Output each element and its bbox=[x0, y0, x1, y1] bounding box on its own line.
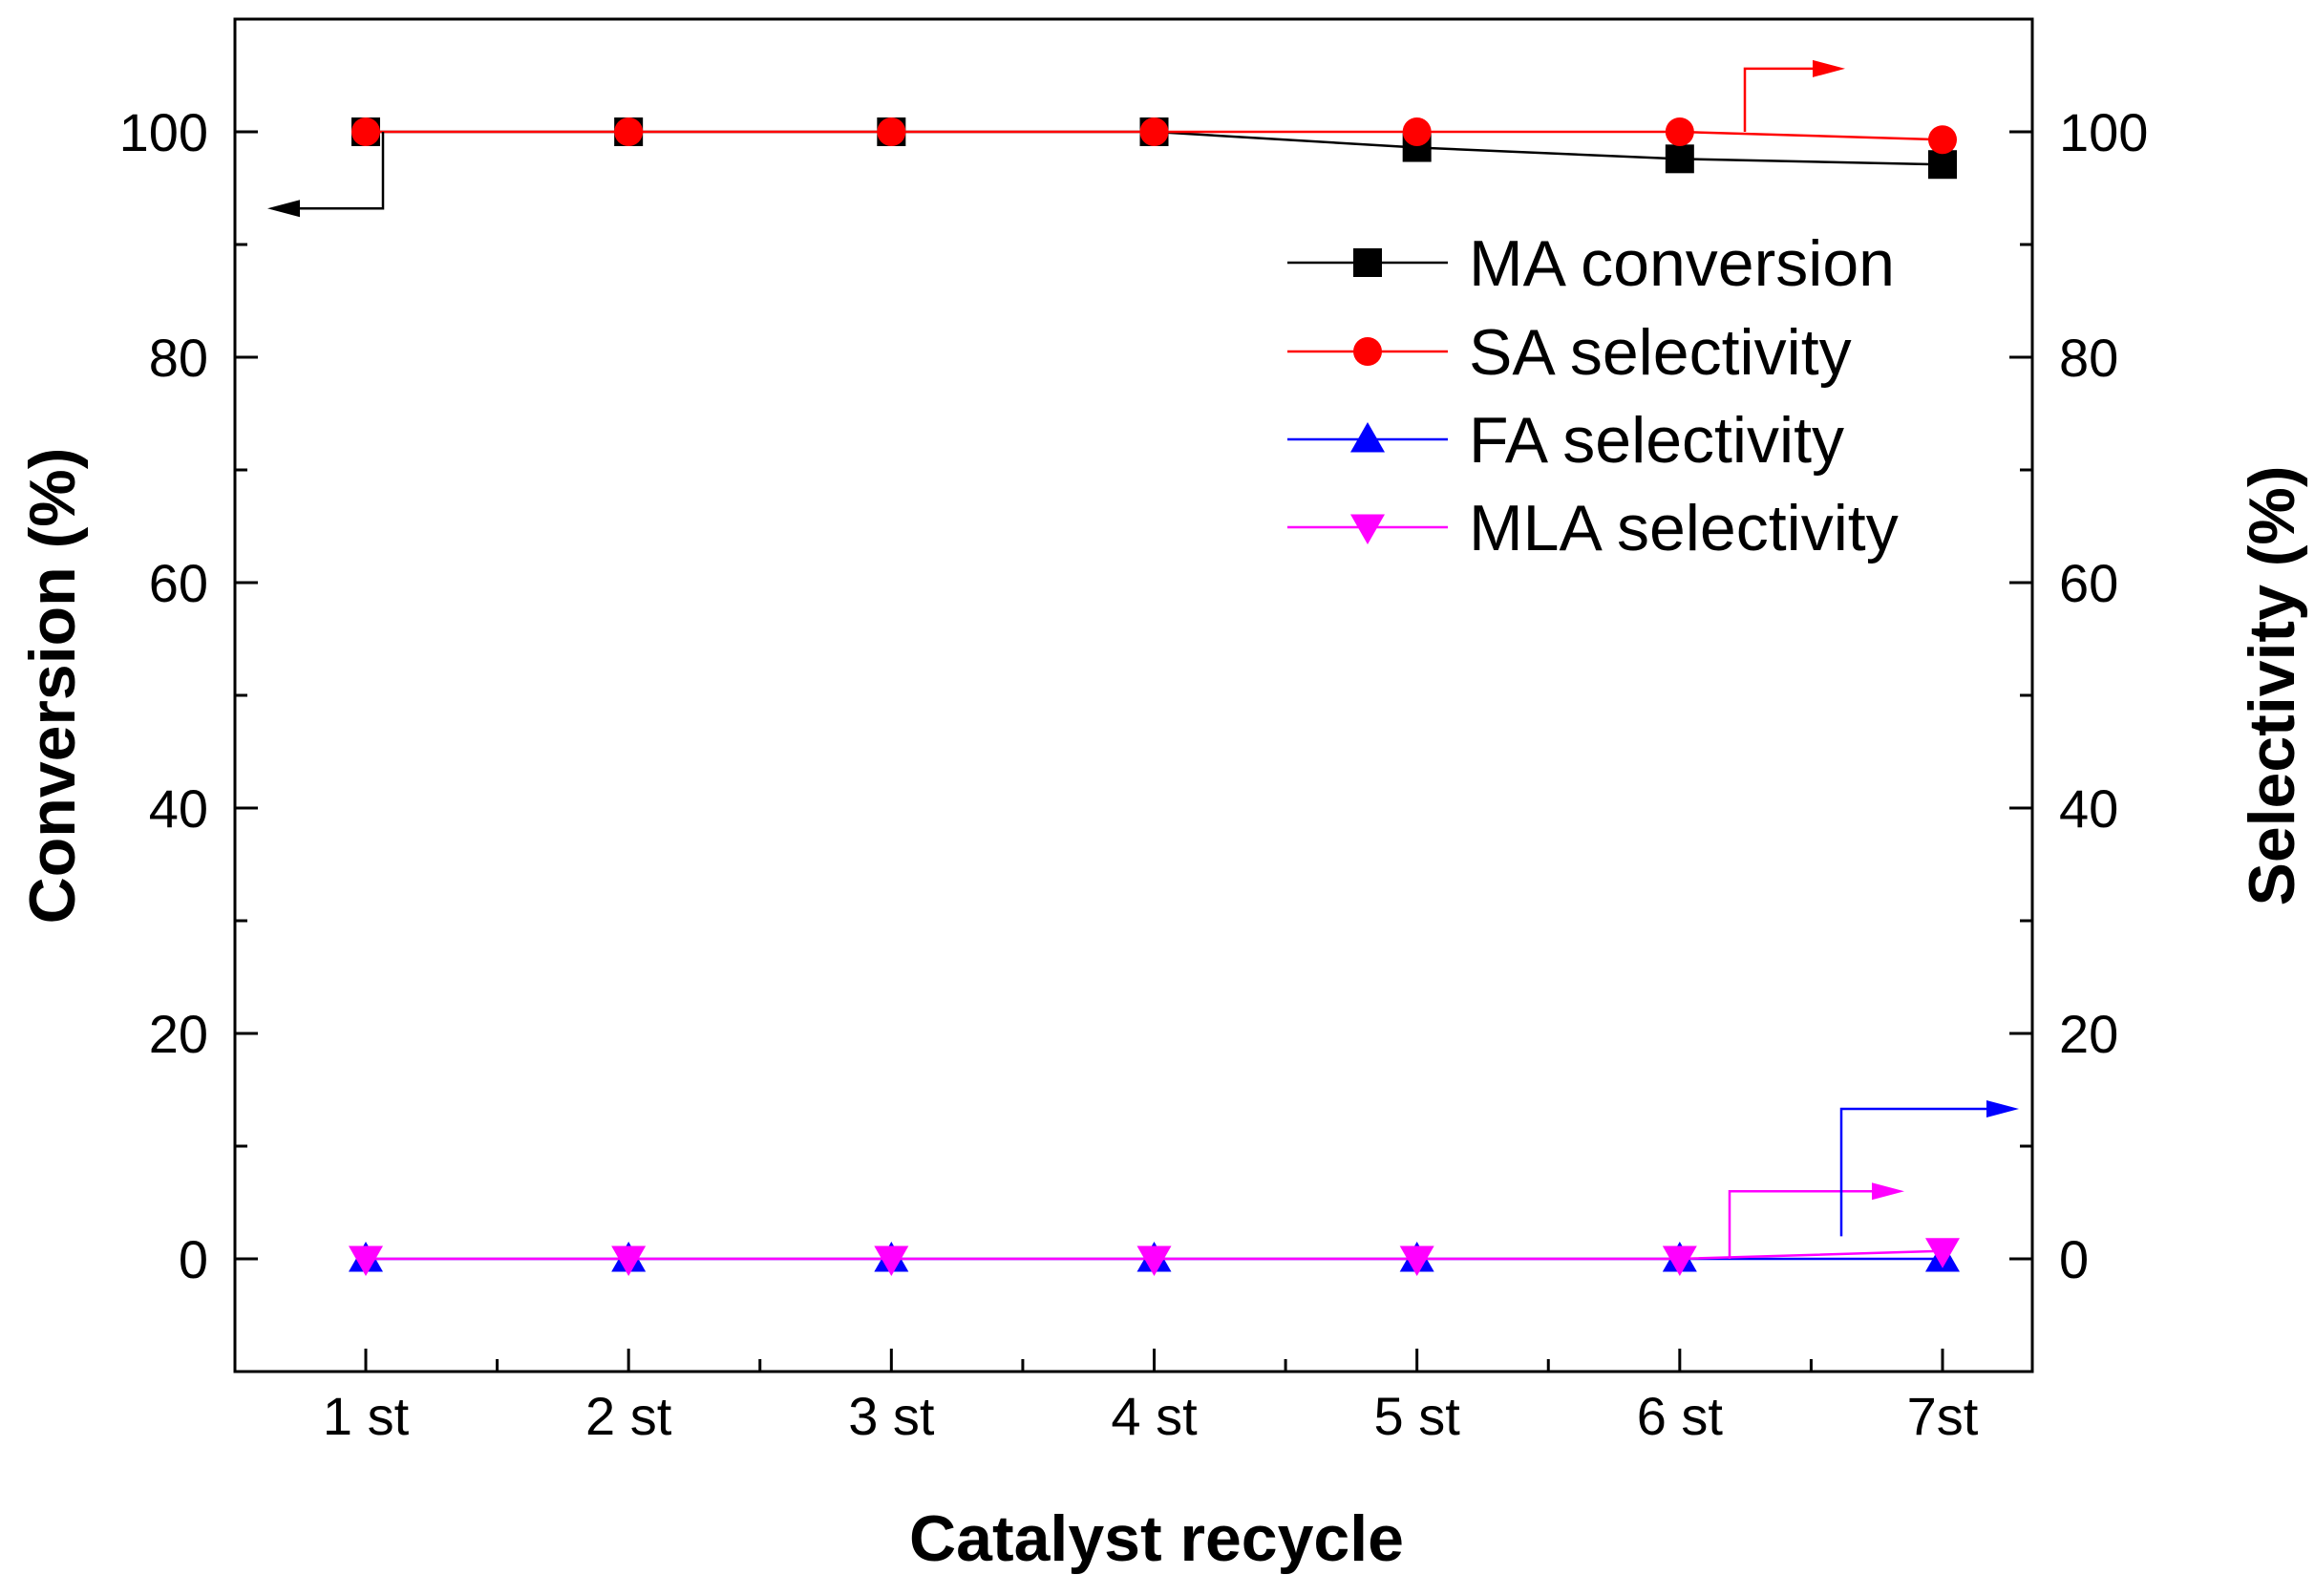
y-left-tick-label: 60 bbox=[149, 553, 208, 613]
legend-label: SA selectivity bbox=[1469, 316, 1852, 389]
mla-selectivity-point bbox=[874, 1245, 909, 1276]
legend-swatch-marker bbox=[1350, 514, 1385, 544]
sa-selectivity-point bbox=[877, 117, 906, 146]
x-tick-label: 6 st bbox=[1637, 1386, 1724, 1446]
mla-selectivity-point bbox=[1662, 1245, 1697, 1276]
legend-item-sa-selectivity: SA selectivity bbox=[1287, 316, 1852, 389]
y-left-tick-label: 80 bbox=[149, 328, 208, 388]
ma-conversion-point bbox=[1928, 150, 1957, 180]
arrow-mla-selectivity bbox=[1728, 1182, 1904, 1259]
y-right-tick-label: 60 bbox=[2059, 553, 2118, 613]
y-left-tick-label: 0 bbox=[179, 1229, 208, 1289]
sa-selectivity-point bbox=[1139, 117, 1169, 146]
arrow-ma-conversion-head bbox=[267, 200, 300, 218]
legend-label: MA conversion bbox=[1469, 227, 1895, 300]
mla-selectivity-point bbox=[611, 1245, 647, 1276]
legend-swatch-marker bbox=[1353, 337, 1382, 366]
x-tick-label: 2 st bbox=[585, 1386, 672, 1446]
mla-selectivity-point bbox=[1925, 1238, 1960, 1268]
arrow-sa-selectivity bbox=[1743, 59, 1845, 132]
arrow-mla-selectivity-head bbox=[1872, 1182, 1904, 1201]
x-tick-label: 4 st bbox=[1111, 1386, 1198, 1446]
sa-selectivity-point bbox=[1928, 125, 1957, 155]
y-left-tick-label: 40 bbox=[149, 778, 208, 839]
axes-group: 1 st 2 st 3 st 4 st 5 st 6 st 7st 0 0 20 20 40 40 60 6… bbox=[119, 17, 2148, 1446]
x-tick-label: 5 st bbox=[1374, 1386, 1461, 1446]
mla-selectivity-point bbox=[349, 1245, 383, 1276]
arrow-sa-selectivity-head bbox=[1813, 59, 1845, 77]
arrow-mla-selectivity-shaft bbox=[1728, 1189, 1874, 1259]
sa-selectivity-point bbox=[614, 117, 644, 146]
legend: MA conversion SA selectivity FA selectivit… bbox=[1287, 227, 1899, 564]
y-right-tick-label: 0 bbox=[2059, 1229, 2089, 1289]
legend-item-fa-selectivity: FA selectivity bbox=[1287, 404, 1844, 477]
legend-item-ma-conversion: MA conversion bbox=[1287, 227, 1895, 300]
sa-selectivity-point bbox=[1402, 117, 1432, 146]
mla-selectivity-point bbox=[1136, 1245, 1172, 1276]
x-tick-label: 3 st bbox=[848, 1386, 935, 1446]
series-group bbox=[349, 117, 1960, 1276]
arrow-fa-selectivity bbox=[1839, 1100, 2019, 1237]
arrow-sa-selectivity-shaft bbox=[1743, 67, 1815, 132]
arrow-ma-conversion bbox=[267, 132, 385, 218]
y-right-tick-label: 100 bbox=[2059, 102, 2148, 162]
ma-conversion-point bbox=[1665, 144, 1694, 174]
mla-selectivity-point bbox=[1399, 1245, 1434, 1276]
legend-swatch-marker bbox=[1353, 248, 1382, 277]
sa-selectivity-point bbox=[351, 117, 380, 146]
legend-label: FA selectivity bbox=[1469, 404, 1844, 477]
x-tick-label: 7st bbox=[1907, 1386, 1979, 1446]
arrow-fa-selectivity-head bbox=[1986, 1100, 2019, 1118]
plot-frame bbox=[233, 17, 2034, 1373]
arrow-fa-selectivity-shaft bbox=[1839, 1107, 1988, 1237]
y-right-tick-label: 80 bbox=[2059, 328, 2118, 388]
sa-selectivity-point bbox=[1665, 117, 1694, 146]
y-left-tick-label: 100 bbox=[119, 102, 208, 162]
y-right-tick-label: 40 bbox=[2059, 778, 2118, 839]
legend-swatch-marker bbox=[1350, 422, 1385, 453]
x-axis-title: Catalyst recycle bbox=[909, 1502, 1404, 1575]
y-axis-right-title: Selectivity (%) bbox=[2236, 465, 2308, 905]
x-tick-label: 1 st bbox=[323, 1386, 410, 1446]
y-right-tick-label: 20 bbox=[2059, 1004, 2118, 1064]
y-axis-left-title: Conversion (%) bbox=[16, 448, 89, 925]
legend-label: MLA selectivity bbox=[1469, 492, 1899, 564]
y-left-tick-label: 20 bbox=[149, 1004, 208, 1064]
axis-indicator-arrows bbox=[267, 59, 2019, 1259]
legend-item-mla-selectivity: MLA selectivity bbox=[1287, 492, 1899, 564]
arrow-ma-conversion-shaft bbox=[298, 132, 385, 210]
